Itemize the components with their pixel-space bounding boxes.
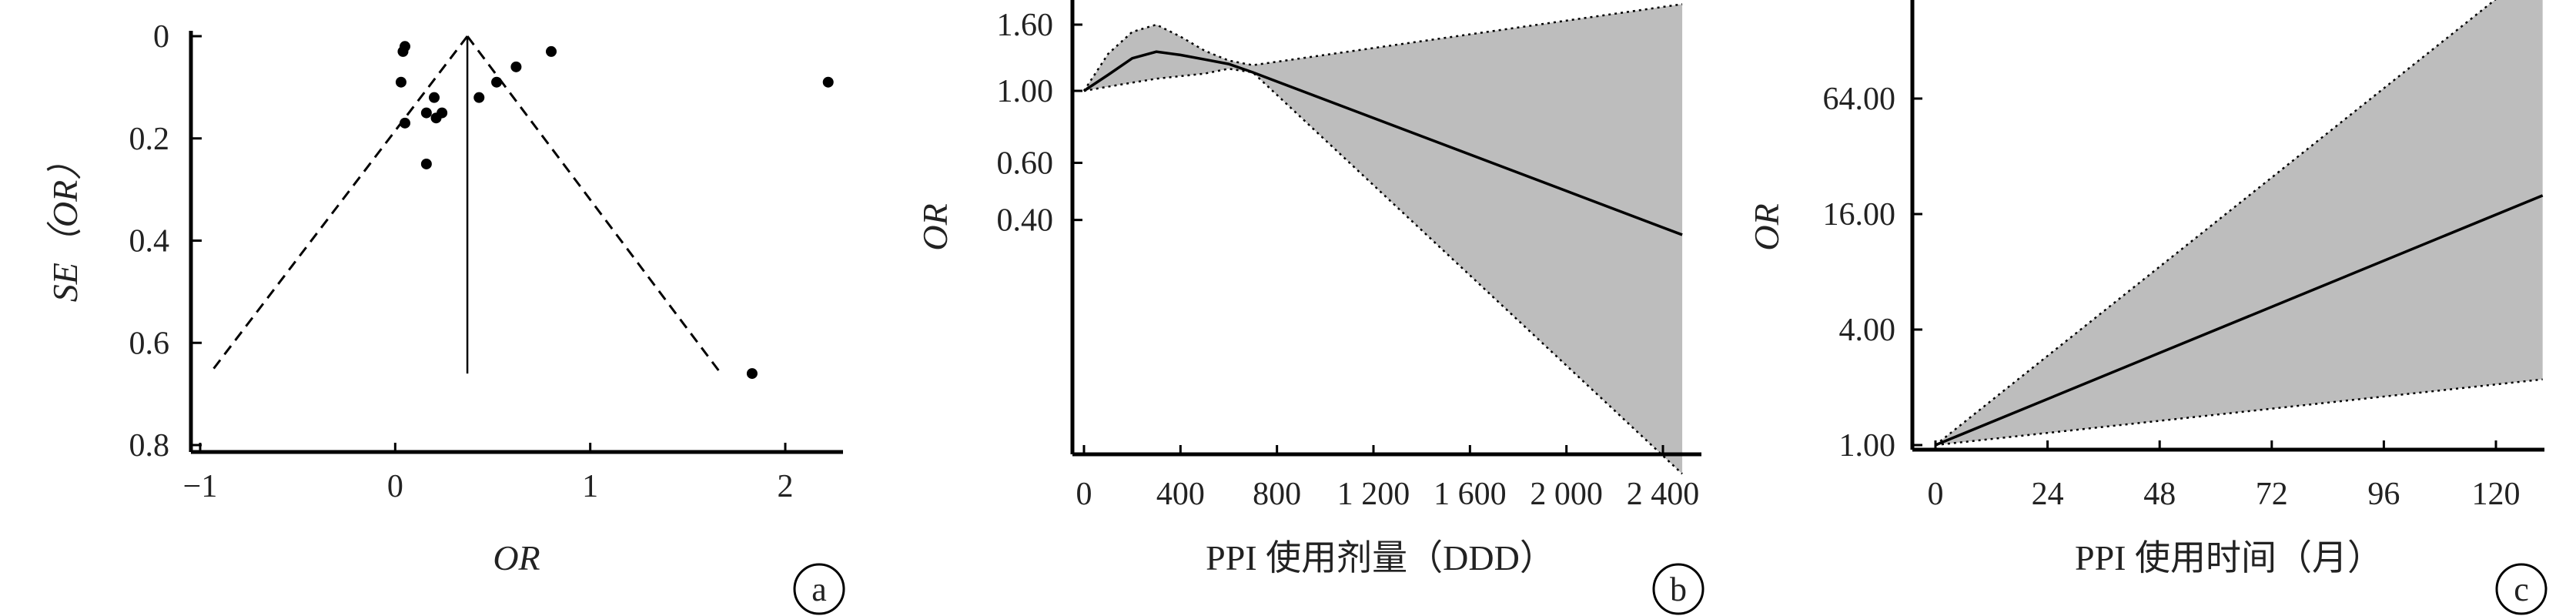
- confidence-band-fill: [1935, 0, 2543, 445]
- study-point: [429, 92, 440, 103]
- y-tick-label: 0.8: [129, 428, 170, 464]
- x-tick-label: −1: [183, 469, 218, 504]
- panel-b-x-axis-label: PPI 使用剂量（DDD）: [1206, 538, 1555, 578]
- x-tick-label: 1: [582, 469, 598, 504]
- y-tick-label: 1.00: [997, 74, 1054, 109]
- panel-c-x-ticks: 0 24 48 72 96 120: [1928, 440, 2521, 512]
- study-point: [400, 117, 410, 129]
- lower-ci-line: [1083, 68, 1683, 475]
- panel-c-y-axis-label: OR: [1747, 203, 1786, 250]
- y-tick-label: 4.00: [1839, 313, 1896, 348]
- y-tick-label: 64.00: [1823, 82, 1896, 117]
- study-point: [491, 76, 503, 88]
- panel-c-label-text: c: [2514, 571, 2529, 608]
- x-tick-label: 48: [2143, 477, 2176, 512]
- x-tick-label: 2 400: [1627, 477, 1700, 512]
- study-point: [746, 368, 758, 380]
- or-estimate-line: [1083, 50, 1683, 236]
- panel-a-y-axis-label: SE（OR）: [45, 145, 85, 302]
- study-point: [395, 76, 406, 88]
- panel-c-y-ticks: 64.00 16.00 4.00 1.00: [1823, 82, 1922, 464]
- panel-b-confidence-band: [1082, 3, 1683, 475]
- study-point: [546, 45, 557, 57]
- panel-b-label-text: b: [1670, 571, 1687, 608]
- y-tick-label: 0.60: [997, 146, 1054, 181]
- x-tick-label: 0: [1928, 477, 1944, 512]
- panel-a-label: a: [793, 563, 845, 615]
- study-point: [822, 76, 834, 88]
- y-tick-label: 0.2: [129, 122, 170, 157]
- x-tick-label: 1 200: [1337, 477, 1410, 512]
- panel-a-x-ticks: −1 0 1 2: [183, 443, 794, 504]
- y-tick-label: 0.40: [997, 203, 1054, 239]
- funnel-right-limit: [466, 35, 722, 374]
- funnel-left-limit: [209, 35, 469, 374]
- panel-a-axes: [189, 31, 843, 454]
- upper-ci-line: [1082, 3, 1683, 92]
- x-tick-label: 2: [778, 469, 794, 504]
- panel-c-label: c: [2495, 563, 2548, 615]
- panel-b-label: b: [1652, 563, 1705, 615]
- x-tick-label: 24: [2032, 477, 2064, 512]
- panel-c-duration-response: 0 24 48 72 96 120 64.00 16.00 4.00 1.00 PPI 使用时间…: [1747, 0, 2548, 615]
- panel-a-funnel-lines: [209, 35, 722, 374]
- panel-c-confidence-band: [1935, 0, 2544, 447]
- panel-b-dose-response: 0 400 800 1 200 1 600 2 000 2 400 1.60 1.00 0.60…: [915, 0, 1705, 615]
- panel-c-x-axis-label: PPI 使用时间（月）: [2075, 538, 2383, 578]
- panel-a-x-axis-label: OR: [493, 538, 540, 578]
- y-tick-label: 0.4: [129, 224, 170, 259]
- x-tick-label: 400: [1156, 477, 1205, 512]
- or-estimate-line: [1935, 194, 2544, 447]
- x-tick-label: 0: [1076, 477, 1092, 512]
- x-tick-label: 72: [2256, 477, 2288, 512]
- x-tick-label: 0: [387, 469, 403, 504]
- x-tick-label: 96: [2367, 477, 2400, 512]
- study-point: [397, 45, 409, 57]
- study-point: [510, 61, 522, 72]
- x-tick-label: 120: [2472, 477, 2521, 512]
- study-point: [420, 107, 432, 119]
- panel-b-y-axis-label: OR: [915, 203, 955, 250]
- y-tick-label: 1.60: [997, 8, 1054, 43]
- panel-a-label-text: a: [811, 571, 827, 608]
- y-tick-label: 0: [153, 19, 169, 55]
- study-point: [420, 158, 432, 169]
- panel-b-axes: [1070, 0, 1701, 457]
- y-tick-label: 16.00: [1823, 197, 1896, 233]
- panel-c-axes: [1910, 0, 2544, 452]
- panel-a-funnel-plot: −1 0 1 2 0 0.2 0.4 0.6 0.8 OR SE（OR） a: [45, 19, 845, 615]
- panel-b-x-ticks: 0 400 800 1 200 1 600 2 000 2 400: [1076, 445, 1700, 512]
- study-point: [437, 107, 448, 119]
- x-tick-label: 2 000: [1530, 477, 1603, 512]
- confidence-band-fill: [1084, 4, 1683, 474]
- panel-b-y-ticks: 1.60 1.00 0.60 0.40: [997, 8, 1082, 239]
- y-tick-label: 0.6: [129, 326, 170, 361]
- study-point: [473, 92, 485, 103]
- x-tick-label: 800: [1253, 477, 1301, 512]
- panel-a-points: [395, 41, 834, 380]
- y-tick-label: 1.00: [1839, 428, 1896, 464]
- panel-a-y-ticks: 0 0.2 0.4 0.6 0.8: [129, 19, 202, 464]
- x-tick-label: 1 600: [1434, 477, 1507, 512]
